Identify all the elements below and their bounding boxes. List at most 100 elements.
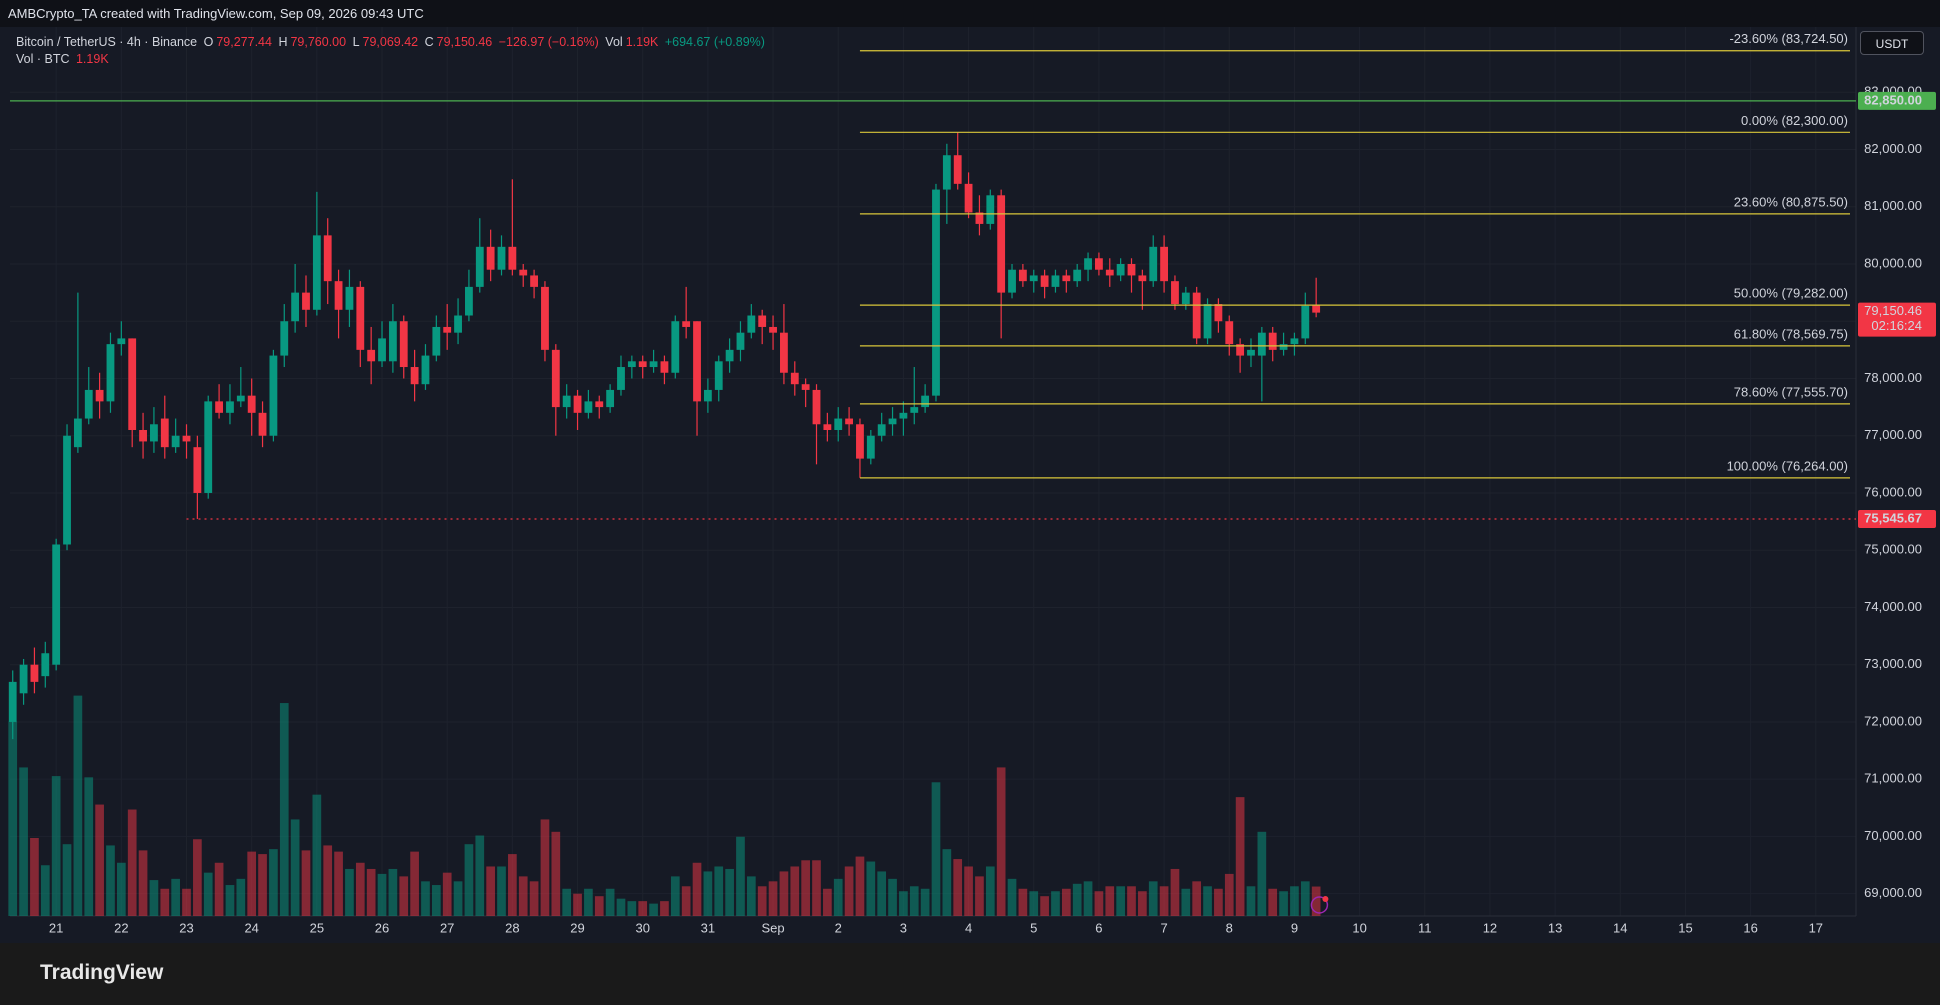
x-tick-label: 17 — [1809, 920, 1823, 935]
candle-body — [1171, 281, 1179, 305]
volume-bar — [138, 850, 148, 916]
volume-bar — [127, 809, 137, 916]
volume-bar — [345, 868, 354, 916]
legend-row: Vol · BTC 1.19K — [16, 51, 768, 68]
volume-bar — [1061, 888, 1071, 916]
candle-body — [226, 401, 234, 413]
volume-bar — [84, 777, 94, 916]
candle-body — [682, 321, 691, 327]
x-tick-label: 31 — [701, 920, 715, 935]
candle-body — [367, 349, 376, 362]
volume-bar — [95, 804, 104, 916]
volume-bar — [996, 767, 1006, 916]
candle-body — [454, 315, 462, 333]
price-badge — [1858, 509, 1936, 528]
volume-bar — [388, 868, 398, 916]
change: −126.97 (−0.16%) — [498, 35, 599, 49]
volume-bar — [801, 860, 810, 916]
volume-bar — [953, 859, 963, 916]
candle-body — [953, 155, 962, 184]
volume-bar — [508, 854, 517, 916]
volume-bar — [399, 876, 409, 916]
y-tick-label: 81,000.00 — [1864, 198, 1922, 213]
candle-body — [345, 286, 354, 310]
last-price-label: 79,150.46 — [1864, 303, 1922, 318]
volume-bar — [888, 878, 897, 916]
candle-body — [150, 424, 158, 442]
volume-bar — [442, 872, 452, 916]
vol-row-label: Vol · BTC — [16, 52, 70, 66]
volume-bar — [768, 881, 778, 916]
volume-bar — [486, 866, 495, 916]
candle-body — [964, 183, 973, 213]
candle-body — [671, 321, 680, 373]
x-tick-label: 11 — [1418, 920, 1432, 935]
volume-bar — [736, 836, 745, 916]
candle-body — [801, 384, 810, 390]
volume-bar — [562, 888, 572, 916]
candle-body — [1008, 269, 1016, 293]
candle-body — [997, 195, 1006, 293]
alert-icon — [1310, 896, 1329, 914]
currency-button[interactable]: USDT — [1860, 31, 1924, 55]
x-tick-label: 30 — [635, 920, 649, 935]
candle-body — [845, 418, 854, 425]
candle-body — [1073, 269, 1082, 282]
volume-bar — [258, 854, 267, 916]
volume-bar — [19, 767, 28, 916]
x-tick-label: 10 — [1352, 920, 1366, 935]
volume-bar — [1159, 886, 1169, 916]
x-tick-label: 3 — [900, 920, 907, 935]
volume-bar — [475, 835, 485, 916]
volume-bar — [106, 845, 115, 916]
fib-label: 100.00% (76,264.00) — [1727, 458, 1848, 473]
fib-label: 0.00% (82,300.00) — [1741, 113, 1848, 128]
candle-body — [1127, 263, 1136, 276]
candle-body — [519, 269, 528, 276]
candle-body — [693, 321, 701, 402]
volume-bar — [1127, 886, 1136, 916]
candle-body — [986, 195, 995, 224]
candle-body — [877, 424, 886, 436]
candle-body — [1247, 349, 1255, 356]
candle-body — [139, 429, 147, 442]
volume-bar — [1105, 886, 1115, 916]
candle-body — [595, 401, 604, 408]
volume-bar — [1290, 886, 1299, 916]
candle-body — [638, 361, 647, 368]
candle-body — [475, 246, 484, 287]
vol-value: 1.19K — [625, 35, 659, 49]
logo: TradingView — [40, 961, 164, 984]
volume-bar — [1029, 891, 1039, 916]
candle-body — [1084, 258, 1092, 270]
candle-body — [323, 235, 332, 282]
y-tick-label: 74,000.00 — [1864, 599, 1922, 614]
x-tick-label: 13 — [1548, 920, 1562, 935]
volume-bar — [899, 891, 908, 916]
h-label: H — [278, 35, 288, 49]
candle-body — [410, 367, 419, 385]
candle-body — [399, 321, 408, 368]
candle-body — [660, 361, 669, 373]
y-tick-label: 71,000.00 — [1864, 771, 1922, 786]
volume-bar — [30, 837, 39, 916]
volume-bar — [616, 898, 626, 916]
candle-body — [312, 235, 321, 310]
volume-bar — [627, 901, 637, 916]
volume-bar — [225, 885, 235, 916]
volume-bar — [421, 881, 430, 916]
volume-bar — [931, 782, 941, 916]
h-value: 79,760.00 — [290, 35, 347, 49]
candle-body — [1160, 246, 1168, 282]
candle-body — [182, 435, 191, 442]
candle-body — [1095, 258, 1103, 270]
candle-body — [921, 395, 930, 408]
volume-bar — [692, 862, 702, 916]
volume-bar — [790, 866, 800, 916]
candle-body — [508, 246, 517, 270]
volume-bar — [757, 886, 767, 916]
volume-bar — [638, 901, 648, 916]
candle-body — [551, 349, 560, 408]
volume-bar — [8, 721, 18, 916]
